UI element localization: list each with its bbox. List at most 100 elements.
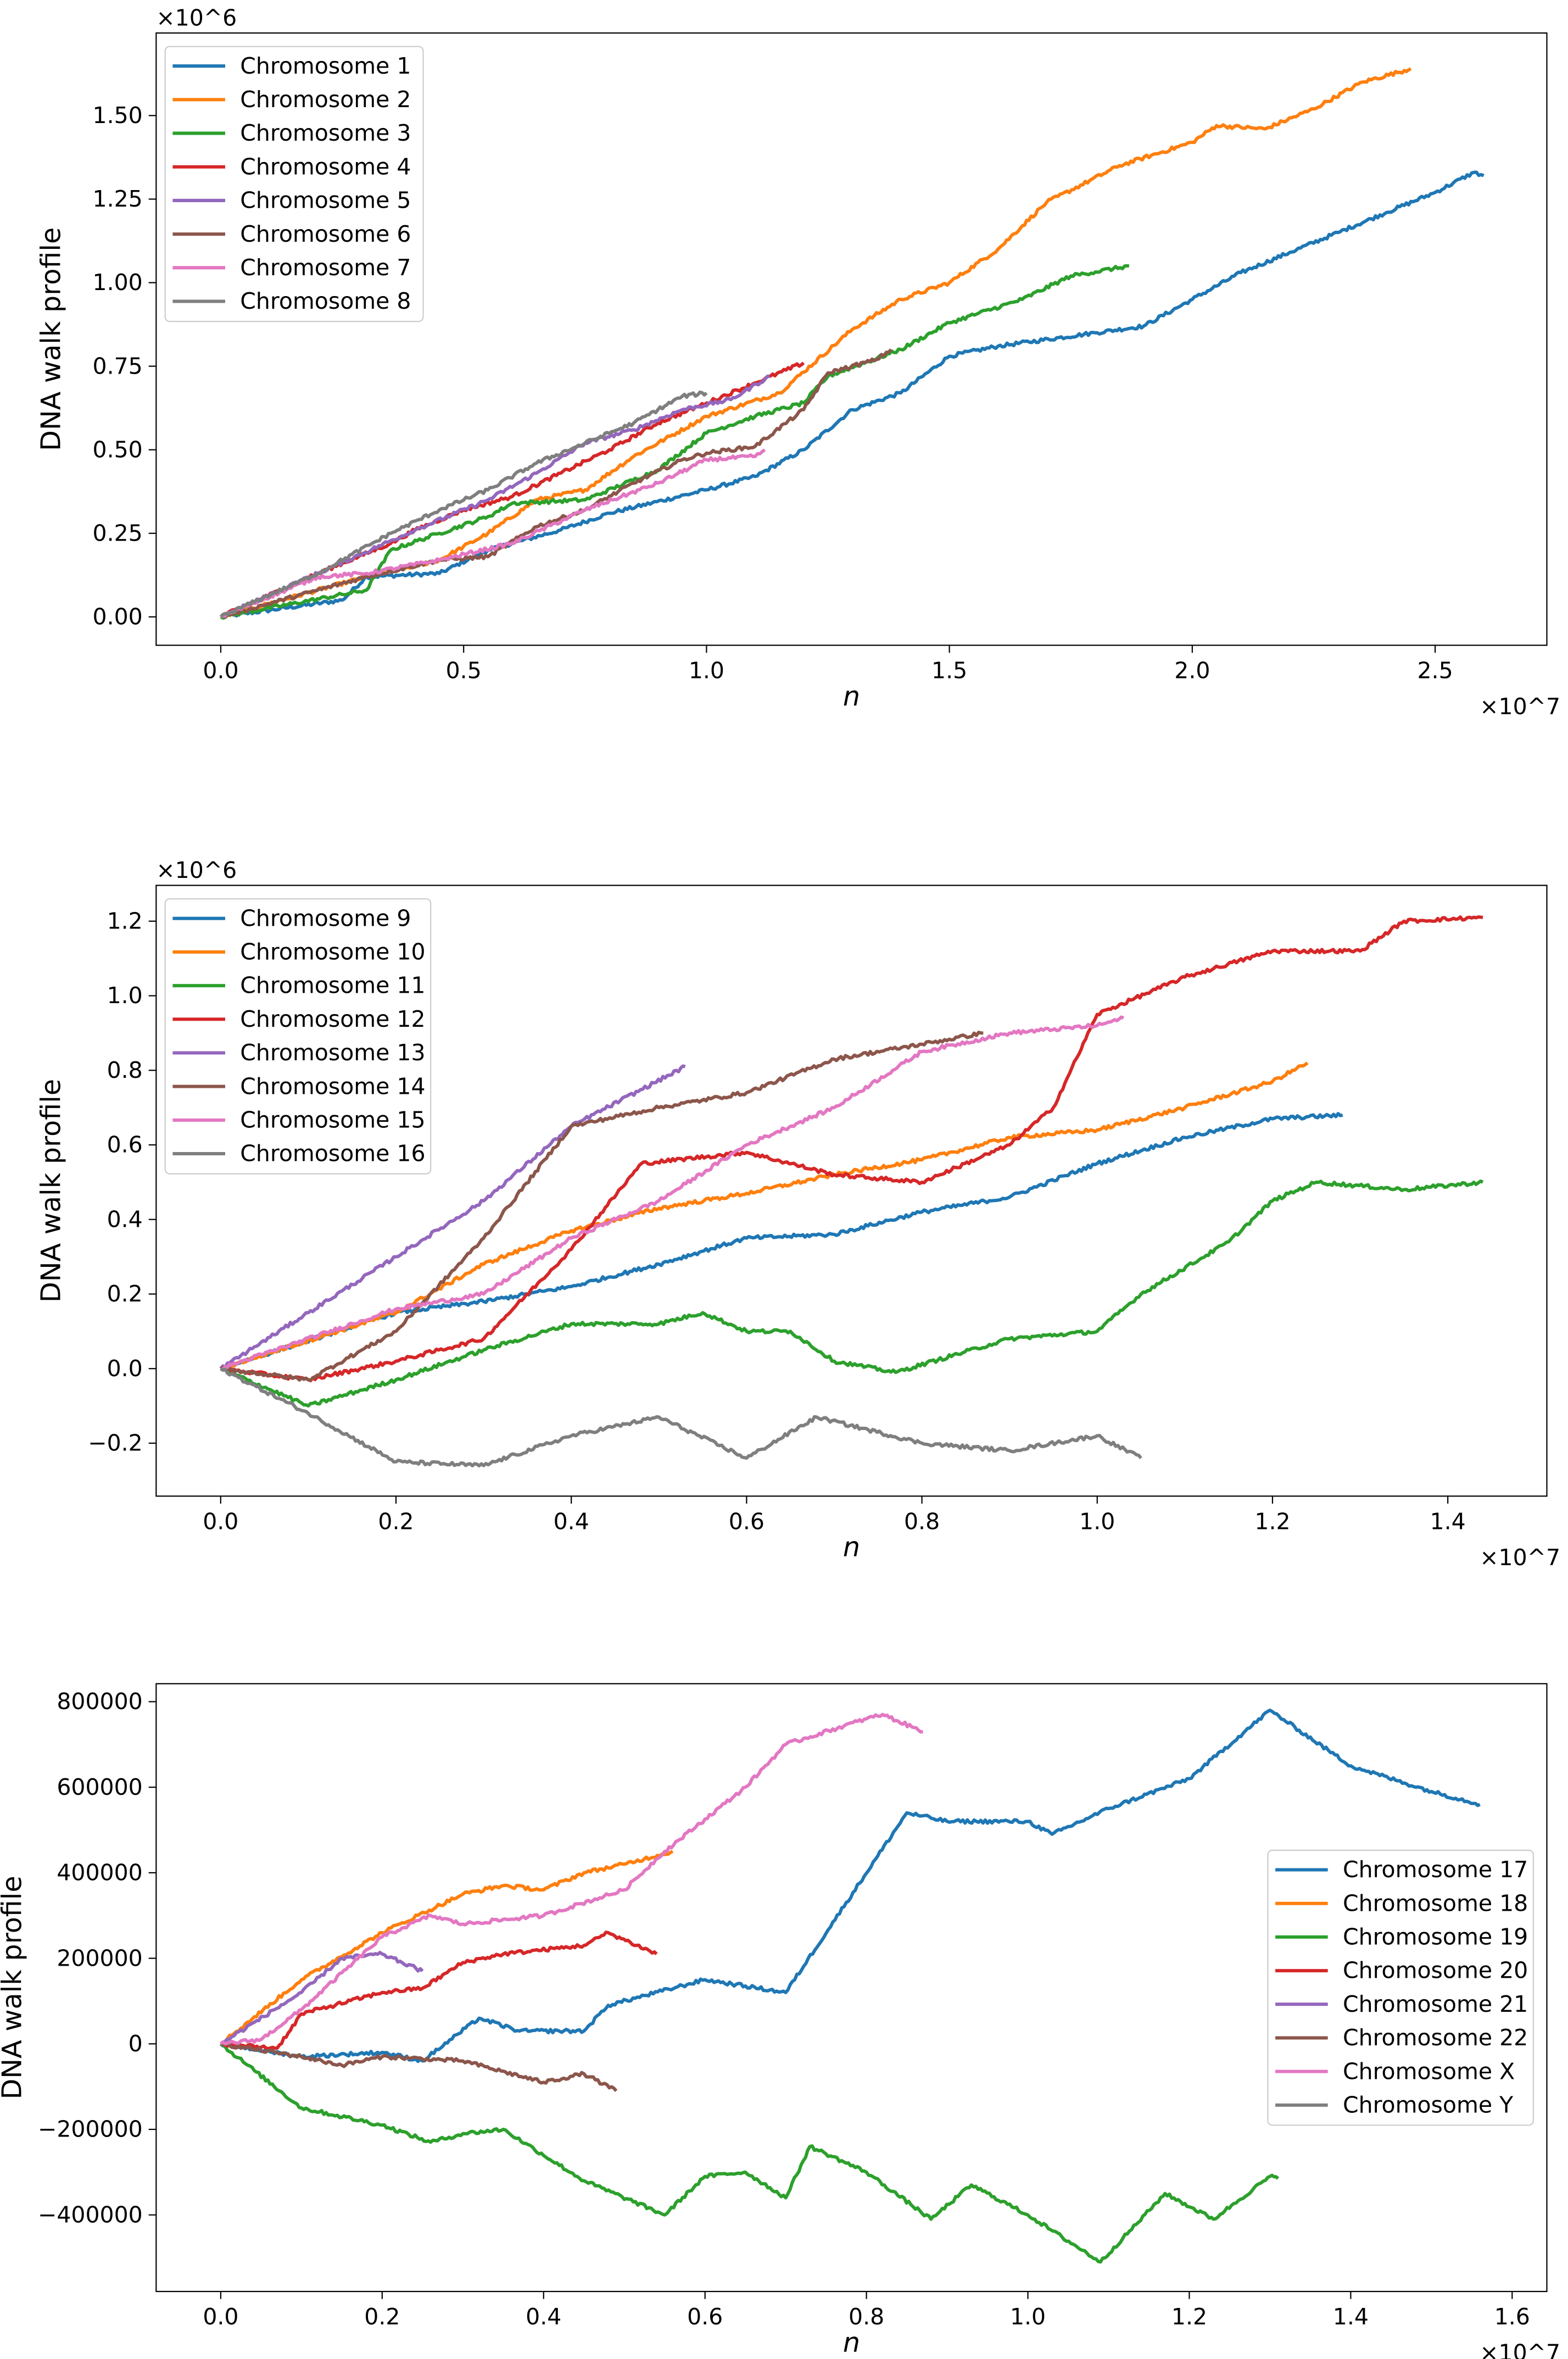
x-axis-label: n [843, 1531, 860, 1563]
x-tick-label: 0.2 [378, 1508, 414, 1534]
series-line-chromosome-1 [220, 170, 1485, 619]
legend-box [164, 46, 424, 322]
legend-label: Chromosome 17 [1343, 1856, 1528, 1883]
y-tick-label: 0.50 [93, 436, 143, 463]
series-line-chromosome-13 [219, 1064, 686, 1370]
y-tick-label: −200000 [38, 2116, 143, 2143]
x-tick-label: 0.2 [364, 2304, 400, 2330]
y-tick-label: 1.2 [107, 908, 143, 934]
legend-label: Chromosome 13 [240, 1039, 425, 1066]
series-line-chromosome-21 [220, 1950, 424, 2045]
y-tick-label: 600000 [57, 1774, 142, 1800]
x-tick-label: 1.0 [689, 658, 724, 684]
legend-label: Chromosome 22 [1343, 2024, 1528, 2051]
legend: Chromosome 9 Chromosome 10 Chromosome 11 Ch… [164, 898, 432, 1175]
x-offset-text: ×10^7 [1480, 2340, 1560, 2359]
x-tick-label: 0.0 [203, 2304, 238, 2330]
y-tick-label: 0.75 [93, 353, 143, 379]
x-tick-label: 1.0 [1010, 2304, 1046, 2330]
series-line-chromosome-8 [219, 390, 708, 618]
legend-label: Chromosome 5 [240, 187, 411, 214]
axes-frame [155, 1683, 1548, 2293]
legend-label: Chromosome 20 [1343, 1957, 1528, 1984]
chart-3: 0.0 0.2 0.4 0.6 0.8 1.0 1.2 1.4 1.6 −400000 −20000… [0, 1683, 1560, 2359]
x-axis-label: n [843, 2326, 860, 2358]
x-tick-label: 0.4 [526, 2304, 561, 2330]
axes-frame [155, 32, 1548, 646]
x-tick-label: 0.0 [203, 658, 238, 684]
legend-label: Chromosome 9 [240, 905, 411, 931]
x-tick-label: 2.5 [1417, 658, 1453, 684]
series-line-chromosome-15 [220, 1015, 1124, 1371]
y-tick-label: 0.00 [93, 604, 143, 630]
x-tick-label: 1.6 [1494, 2304, 1530, 2330]
series-line-chromosome-17 [219, 1709, 1481, 2063]
chart-2: 0.0 0.2 0.4 0.6 0.8 1.0 1.2 1.4 −0.2 0.0 0.2 0.4 0.6… [35, 857, 1561, 1571]
legend-label: Chromosome 7 [240, 254, 411, 281]
legend-label: Chromosome 16 [240, 1140, 425, 1167]
x-tick-label: 0.5 [446, 658, 482, 684]
x-tick-label: 0.8 [849, 2304, 884, 2330]
series-line-chromosome-x [219, 1712, 923, 2046]
y-tick-label: 0.6 [107, 1132, 143, 1158]
legend-label: Chromosome 14 [240, 1073, 425, 1099]
x-tick-label: 1.2 [1254, 1508, 1290, 1534]
series-line-chromosome-14 [220, 1031, 984, 1382]
legend-label: Chromosome 15 [240, 1106, 425, 1133]
x-tick-label: 0.4 [554, 1508, 589, 1534]
series-line-chromosome-9 [220, 1112, 1343, 1370]
series-line-chromosome-3 [220, 264, 1130, 620]
legend-label: Chromosome 11 [240, 972, 425, 999]
legend-label: Chromosome 4 [240, 153, 411, 180]
y-tick-label: 0.8 [107, 1057, 143, 1083]
x-tick-label: 1.4 [1333, 2304, 1369, 2330]
legend: Chromosome 17 Chromosome 18 Chromosome 19 C… [1267, 1849, 1534, 2126]
y-tick-label: 1.00 [93, 269, 143, 296]
series-line-chromosome-22 [220, 2040, 618, 2092]
series-line-chromosome-16 [220, 1367, 1142, 1468]
y-offset-text: ×10^6 [156, 857, 237, 883]
legend-label: Chromosome 18 [1343, 1890, 1528, 1916]
legend-label: Chromosome 3 [240, 120, 411, 146]
legend-label: Chromosome 2 [240, 86, 411, 113]
y-tick-label: 1.0 [107, 982, 143, 1009]
x-tick-label: 1.5 [931, 658, 967, 684]
y-tick-label: 1.25 [93, 186, 143, 212]
x-offset-text: ×10^7 [1480, 1544, 1560, 1571]
series-line-chromosome-6 [220, 348, 892, 619]
y-tick-label: −400000 [38, 2201, 143, 2228]
legend-box [1267, 1849, 1534, 2126]
x-tick-label: 2.0 [1174, 658, 1210, 684]
legend-box [164, 898, 432, 1175]
legend: Chromosome 1 Chromosome 2 Chromosome 3 Chro… [164, 46, 424, 322]
series-line-chromosome-7 [220, 448, 766, 619]
y-offset-text: ×10^6 [156, 4, 237, 31]
axes-frame [155, 884, 1548, 1497]
legend-label: Chromosome 1 [240, 53, 411, 79]
chart-1: 0.0 0.5 1.0 1.5 2.0 2.5 0.00 0.25 0.50 0.75 1.00 1.… [35, 4, 1561, 720]
series-line-chromosome-12 [220, 915, 1483, 1383]
legend-label: Chromosome Y [1343, 2091, 1514, 2118]
y-tick-label: 400000 [57, 1860, 142, 1886]
x-axis-label: n [843, 680, 860, 712]
x-tick-label: 1.0 [1079, 1508, 1115, 1534]
y-tick-label: 0.25 [93, 520, 143, 546]
x-tick-label: 1.4 [1430, 1508, 1466, 1534]
legend-label: Chromosome 21 [1343, 1991, 1528, 2017]
legend-label: Chromosome 12 [240, 1006, 425, 1032]
x-tick-label: 0.8 [904, 1508, 940, 1534]
legend-label: Chromosome 8 [240, 288, 411, 314]
series-line-chromosome-19 [220, 2042, 1280, 2264]
x-tick-label: 1.2 [1171, 2304, 1207, 2330]
legend-label: Chromosome 19 [1343, 1924, 1528, 1950]
legend-label: Chromosome 10 [240, 939, 425, 965]
series-line-chromosome-11 [220, 1179, 1484, 1408]
y-tick-label: 800000 [57, 1688, 142, 1715]
x-tick-label: 0.6 [729, 1508, 765, 1534]
y-tick-label: 0.4 [107, 1206, 143, 1232]
x-tick-label: 0.6 [687, 2304, 723, 2330]
series-line-chromosome-18 [220, 1850, 674, 2046]
y-tick-label: 1.50 [93, 102, 143, 129]
x-tick-label: 0.0 [203, 1508, 238, 1534]
